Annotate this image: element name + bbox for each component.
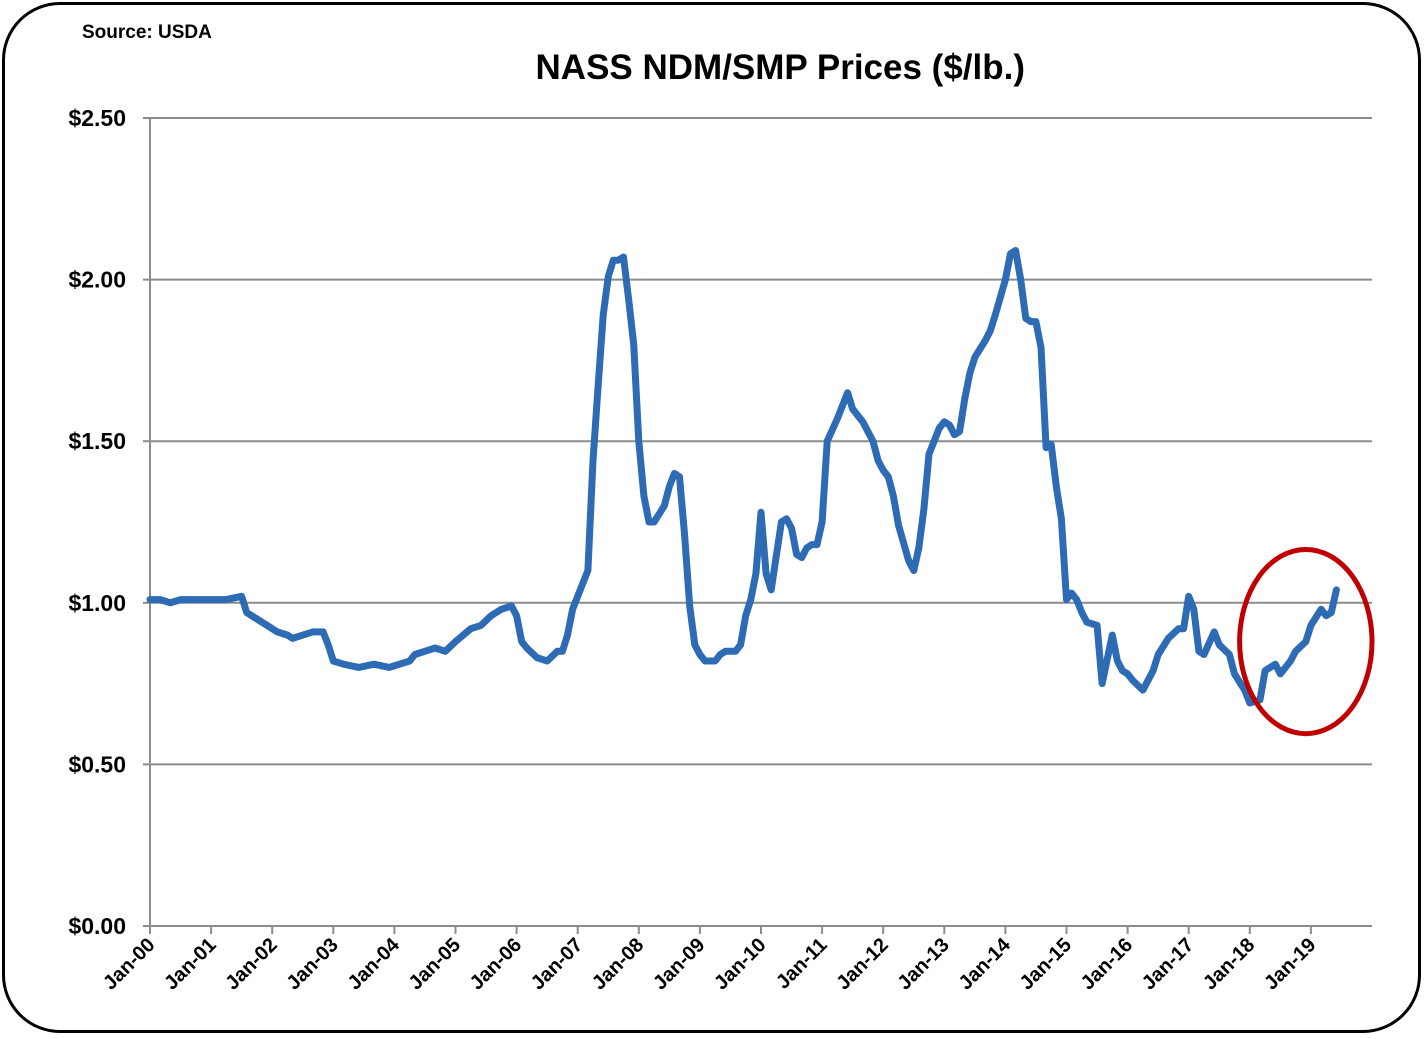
- x-tick-label: Jan-17: [1138, 934, 1198, 994]
- x-axis-ticks: Jan-00 Jan-01 Jan-02 Jan-03 Jan-04 Jan-05 Jan-…: [99, 926, 1320, 994]
- y-tick-label: $2.50: [68, 105, 126, 131]
- y-tick-label: $1.00: [68, 590, 126, 616]
- x-tick-label: Jan-16: [1077, 934, 1137, 994]
- y-tick-label: $0.00: [68, 913, 126, 939]
- x-tick-label: Jan-13: [893, 934, 953, 994]
- x-tick-label: Jan-14: [955, 933, 1016, 994]
- x-tick-label: Jan-19: [1260, 934, 1320, 994]
- x-tick-label: Jan-03: [282, 934, 342, 994]
- x-tick-label: Jan-00: [99, 934, 159, 994]
- x-tick-label: Jan-09: [649, 934, 709, 994]
- x-tick-label: Jan-05: [405, 934, 465, 994]
- x-tick-label: Jan-10: [710, 934, 770, 994]
- x-tick-label: Jan-04: [344, 933, 405, 994]
- series-layer: [146, 247, 1340, 707]
- x-tick-label: Jan-08: [588, 934, 648, 994]
- x-tick-label: Jan-18: [1199, 934, 1259, 994]
- x-tick-label: Jan-06: [466, 934, 526, 994]
- chart-title: NASS NDM/SMP Prices ($/lb.): [535, 48, 1025, 87]
- highlight-ellipse: [1237, 546, 1375, 737]
- price-series-line: [146, 247, 1340, 707]
- gridlines: [150, 117, 1372, 766]
- x-tick-label: Jan-01: [160, 934, 220, 994]
- x-tick-label: Jan-07: [527, 934, 587, 994]
- y-tick-label: $2.00: [68, 267, 126, 293]
- x-tick-label: Jan-15: [1016, 934, 1076, 994]
- y-tick-label: $0.50: [68, 751, 126, 777]
- x-tick-label: Jan-11: [772, 934, 832, 994]
- x-tick-label: Jan-02: [221, 934, 281, 994]
- annotation-layer: [1237, 546, 1375, 737]
- y-axis-ticks: $0.00 $0.50 $1.00 $1.50 $2.00 $2.50: [68, 105, 150, 939]
- y-tick-label: $1.50: [68, 428, 126, 454]
- x-tick-label: Jan-12: [832, 934, 892, 994]
- chart-source: Source: USDA: [82, 22, 212, 43]
